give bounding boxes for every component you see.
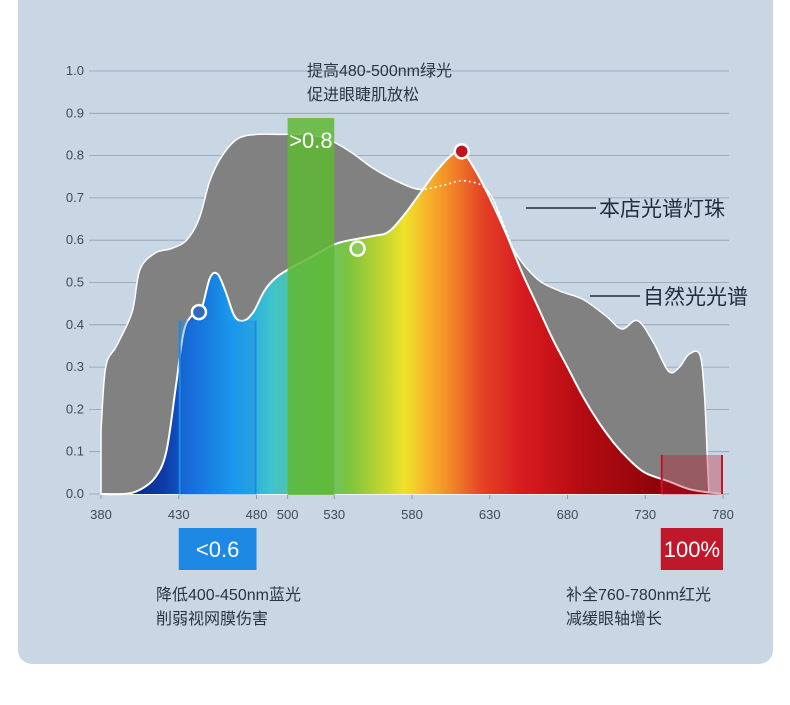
y-tick-label: 0.0 — [66, 486, 84, 501]
band-label-0: <0.6 — [196, 537, 239, 562]
x-tick-label: 480 — [246, 507, 268, 522]
marker-2 — [453, 143, 471, 160]
x-tick-label: 580 — [401, 507, 423, 522]
band-2 — [660, 455, 723, 495]
x-tick-label: 630 — [479, 507, 501, 522]
led-spectrum-line — [100, 149, 724, 496]
legend-label-1: 自然光光谱 — [643, 286, 748, 309]
x-tick-label: 530 — [323, 507, 345, 522]
marker-1 — [349, 240, 366, 257]
x-tick-label: 780 — [712, 507, 734, 522]
y-tick-label: 0.2 — [66, 401, 84, 416]
x-tick-label: 430 — [168, 507, 190, 522]
annotation-1-line-1: 削弱视网膜伤害 — [156, 610, 268, 628]
annotation-2-line-1: 减缓眼轴增长 — [566, 610, 662, 628]
band-label-box-0 — [178, 528, 257, 570]
marker-0 — [190, 303, 208, 321]
band-label-box-2 — [660, 528, 723, 570]
y-tick-label: 0.4 — [66, 317, 84, 332]
annotation-0-line-0: 提高480-500nm绿光 — [307, 62, 452, 80]
y-tick-label: 0.3 — [66, 359, 84, 374]
band-label-1: >0.8 — [289, 128, 332, 153]
x-tick-label: 730 — [634, 507, 656, 522]
legend-label-0: 本店光谱灯珠 — [599, 198, 725, 221]
annotation-1-line-0: 降低400-450nm蓝光 — [156, 586, 301, 604]
y-tick-label: 0.9 — [66, 105, 84, 120]
y-tick-label: 0.8 — [66, 148, 84, 163]
y-tick-label: 0.5 — [66, 275, 84, 290]
natural-curve-dotted-overlay — [396, 179, 514, 250]
x-tick-label: 500 — [277, 507, 299, 522]
annotation-0-line-1: 促进眼睫肌放松 — [307, 86, 419, 104]
band-label-2: 100% — [664, 537, 720, 562]
y-tick-label: 0.1 — [66, 444, 84, 459]
x-tick-label: 380 — [90, 507, 112, 522]
y-tick-label: 0.7 — [66, 190, 84, 205]
green-band — [287, 118, 335, 495]
band-0 — [178, 320, 257, 495]
annotation-2-line-0: 补全760-780nm红光 — [566, 586, 711, 604]
x-tick-label: 680 — [557, 507, 579, 522]
y-tick-label: 1.0 — [66, 63, 84, 78]
y-tick-label: 0.6 — [66, 232, 84, 247]
